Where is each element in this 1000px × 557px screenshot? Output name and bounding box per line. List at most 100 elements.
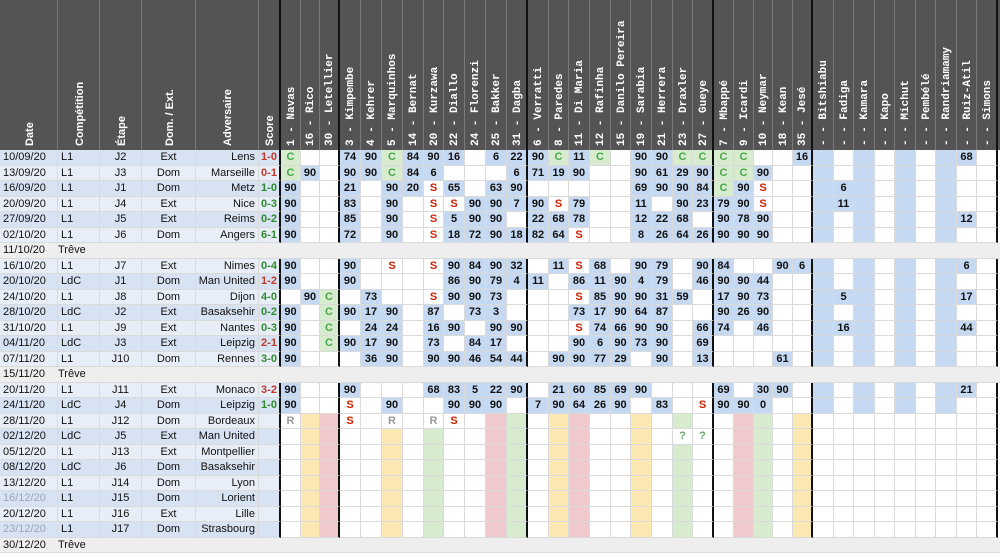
cell-adv: Bordeaux xyxy=(196,414,259,429)
player-cell xyxy=(875,352,895,367)
player-cell xyxy=(652,491,673,507)
cell-de: Dom xyxy=(142,274,196,290)
player-cell xyxy=(611,460,631,476)
player-cell: 90 xyxy=(734,197,754,212)
player-cell: S xyxy=(424,197,444,212)
header-player-label: 20 - Kurzawa xyxy=(428,66,441,146)
player-cell xyxy=(693,522,714,538)
player-cell xyxy=(813,166,834,181)
cell-date: 20/09/20 xyxy=(0,197,58,212)
player-cell xyxy=(486,445,507,460)
player-cell xyxy=(714,352,734,367)
player-cell xyxy=(611,228,631,243)
player-cell: 85 xyxy=(590,290,611,305)
cell-adv: Basaksehir xyxy=(196,305,259,321)
player-cell xyxy=(773,150,793,166)
header-score-label: Score xyxy=(264,115,276,146)
player-cell xyxy=(673,336,693,352)
player-cell: R xyxy=(424,414,444,429)
player-cell: C xyxy=(714,150,734,166)
player-cell xyxy=(465,166,486,181)
player-cell xyxy=(773,476,793,491)
cell-comp: LdC xyxy=(58,305,100,321)
player-cell xyxy=(631,476,652,491)
player-cell: 5 xyxy=(444,212,465,228)
player-cell: 90 xyxy=(631,321,652,336)
player-cell xyxy=(590,228,611,243)
player-cell: 84 xyxy=(403,150,424,166)
player-cell: 22 xyxy=(652,212,673,228)
player-cell xyxy=(320,460,340,476)
player-cell: R xyxy=(382,414,403,429)
cell-de: Ext xyxy=(142,383,196,398)
player-cell: 90 xyxy=(281,212,301,228)
player-cell xyxy=(936,398,957,414)
player-cell xyxy=(754,352,773,367)
player-cell xyxy=(403,259,424,274)
player-cell: 90 xyxy=(611,290,631,305)
player-cell xyxy=(631,398,652,414)
player-cell: 79 xyxy=(652,274,673,290)
treve-label: Trêve xyxy=(58,539,86,551)
player-cell xyxy=(673,383,693,398)
player-cell: 90 xyxy=(569,336,590,352)
player-cell: 90 xyxy=(281,228,301,243)
cell-date: 24/11/20 xyxy=(0,398,58,414)
player-cell: 90 xyxy=(754,305,773,321)
player-cell xyxy=(301,321,320,336)
player-cell: 90 xyxy=(340,259,361,274)
player-cell: 87 xyxy=(652,305,673,321)
player-cell: 66 xyxy=(611,321,631,336)
player-cell xyxy=(916,383,936,398)
player-cell xyxy=(916,305,936,321)
player-cell xyxy=(693,445,714,460)
player-cell xyxy=(793,336,813,352)
player-cell xyxy=(528,414,549,429)
player-cell xyxy=(507,398,528,414)
player-cell: 66 xyxy=(693,321,714,336)
player-cell xyxy=(611,166,631,181)
player-cell xyxy=(793,228,813,243)
player-cell xyxy=(382,460,403,476)
player-cell xyxy=(734,414,754,429)
player-cell xyxy=(465,321,486,336)
player-cell xyxy=(528,259,549,274)
player-cell xyxy=(528,336,549,352)
player-cell xyxy=(936,429,957,445)
cell-adv: Lille xyxy=(196,507,259,522)
player-cell xyxy=(361,460,382,476)
player-cell xyxy=(936,212,957,228)
player-cell: 90 xyxy=(465,274,486,290)
player-cell xyxy=(281,445,301,460)
player-cell xyxy=(320,352,340,367)
cell-de: Ext xyxy=(142,259,196,274)
player-cell: C xyxy=(734,166,754,181)
player-cell xyxy=(301,352,320,367)
player-cell: 32 xyxy=(507,259,528,274)
cell-etape: J2 xyxy=(100,150,142,166)
player-cell: 90 xyxy=(673,197,693,212)
player-cell xyxy=(444,429,465,445)
player-cell: 90 xyxy=(281,197,301,212)
player-cell xyxy=(693,290,714,305)
player-cell xyxy=(549,429,569,445)
player-cell: 8 xyxy=(631,228,652,243)
player-cell xyxy=(528,507,549,522)
player-cell: 68 xyxy=(590,259,611,274)
cell-comp: LdC xyxy=(58,429,100,445)
cell-date: 07/11/20 xyxy=(0,352,58,367)
player-cell: 90 xyxy=(611,336,631,352)
player-cell xyxy=(936,460,957,476)
header-player-label: 9 - Icardi xyxy=(738,79,751,146)
player-cell xyxy=(465,414,486,429)
player-cell xyxy=(549,476,569,491)
player-cell: 68 xyxy=(424,383,444,398)
player-cell: 85 xyxy=(340,212,361,228)
cell-comp: L1 xyxy=(58,522,100,538)
player-cell: S xyxy=(569,290,590,305)
player-cell xyxy=(977,228,998,243)
header-player-label: - - Simons xyxy=(981,79,994,146)
player-cell xyxy=(977,398,998,414)
player-cell: 17 xyxy=(361,336,382,352)
player-cell: 69 xyxy=(714,383,734,398)
